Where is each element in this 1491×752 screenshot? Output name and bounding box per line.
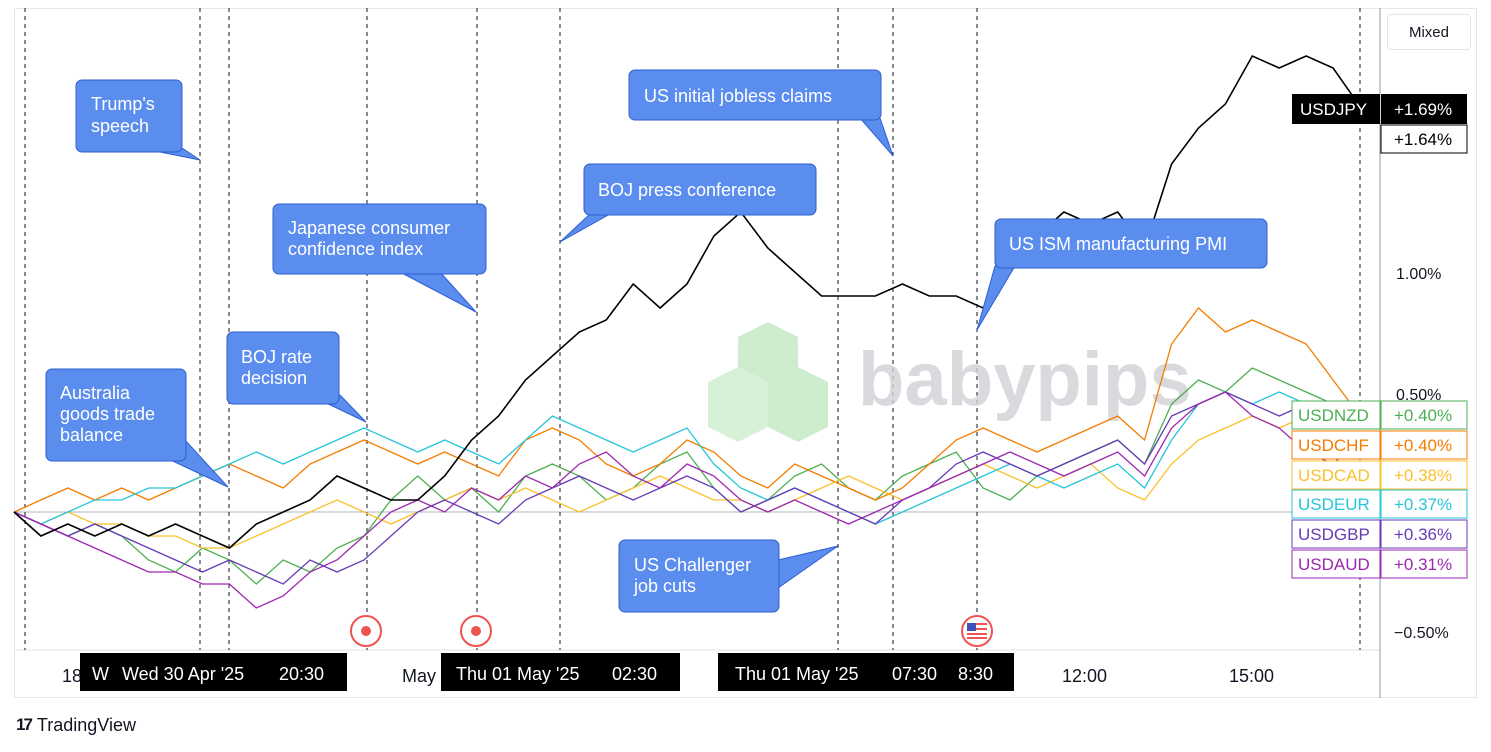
x-tick-1500: 15:00 xyxy=(1229,666,1274,686)
svg-text:W: W xyxy=(92,664,109,684)
svg-text:decision: decision xyxy=(241,368,307,388)
legend-boxes: USDNZD +0.40% USDCHF +0.40% USDCAD +0.38% USDE… xyxy=(1291,400,1468,579)
svg-text:07:30: 07:30 xyxy=(892,664,937,684)
y-tick-1: 1.00% xyxy=(1396,266,1441,283)
callout-boj-rate: BOJ rate decision xyxy=(226,331,367,423)
flag-marker-jp-1[interactable] xyxy=(350,615,382,647)
y-tick-3: −0.50% xyxy=(1394,625,1449,642)
svg-text:02:30: 02:30 xyxy=(612,664,657,684)
legend-usdaud: USDAUD +0.31% xyxy=(1291,549,1468,579)
svg-text:Japanese consumer: Japanese consumer xyxy=(288,218,450,238)
scale-mode-button[interactable]: Mixed xyxy=(1387,14,1471,50)
series-line-usdgbp[interactable] xyxy=(13,391,1361,585)
svg-text:US ISM manufacturing PMI: US ISM manufacturing PMI xyxy=(1009,234,1227,254)
callout-australia-trade: Australia goods trade balance xyxy=(45,368,229,488)
svg-text:8:30: 8:30 xyxy=(958,664,993,684)
series-line-usdeur[interactable] xyxy=(13,391,1361,525)
legend-usdgbp: USDGBP +0.36% xyxy=(1291,519,1468,549)
legend-value-usdcad: +0.38% xyxy=(1394,466,1452,485)
svg-text:confidence index: confidence index xyxy=(288,239,423,259)
svg-text:job cuts: job cuts xyxy=(633,576,696,596)
watermark-logo xyxy=(708,322,828,442)
svg-text:goods trade: goods trade xyxy=(60,404,155,424)
legend-usdcad: USDCAD +0.38% xyxy=(1291,460,1468,490)
legend-name-usdeur: USDEUR xyxy=(1298,495,1370,514)
svg-text:speech: speech xyxy=(91,116,149,136)
time-highlight-thu-1: Thu 01 May '25 02:30 xyxy=(441,653,680,691)
legend-usdchf: USDCHF +0.40% xyxy=(1291,430,1468,460)
x-tick-18: 18 xyxy=(62,666,82,686)
label-usdjpy: USDJPY +1.69% xyxy=(1292,94,1467,124)
legend-name-usdaud: USDAUD xyxy=(1298,555,1370,574)
callout-us-ism: US ISM manufacturing PMI xyxy=(976,218,1268,331)
svg-text:Thu 01 May '25: Thu 01 May '25 xyxy=(735,664,859,684)
flag-marker-jp-2[interactable] xyxy=(460,615,492,647)
svg-text:Wed 30 Apr '25: Wed 30 Apr '25 xyxy=(122,664,244,684)
callout-trump-speech: Trump's speech xyxy=(75,79,201,161)
series-line-usdchf[interactable] xyxy=(13,307,1361,513)
legend-usdeur: USDEUR +0.37% xyxy=(1291,489,1468,519)
legend-usdnzd: USDNZD +0.40% xyxy=(1291,400,1468,430)
time-highlight-wed: W Wed 30 Apr '25 20:30 xyxy=(80,653,347,691)
svg-text:+1.64%: +1.64% xyxy=(1394,130,1452,149)
legend-value-usdeur: +0.37% xyxy=(1394,495,1452,514)
svg-text:USDJPY: USDJPY xyxy=(1300,100,1367,119)
tradingview-brand[interactable]: 17 TradingView xyxy=(16,713,136,737)
legend-value-usdnzd: +0.40% xyxy=(1394,406,1452,425)
svg-text:balance: balance xyxy=(60,425,123,445)
flag-marker-us[interactable] xyxy=(961,615,993,647)
svg-text:Trump's: Trump's xyxy=(91,94,155,114)
svg-text:20:30: 20:30 xyxy=(279,664,324,684)
svg-text:BOJ press conference: BOJ press conference xyxy=(598,180,776,200)
label-usdjpy-secondary: +1.64% xyxy=(1380,124,1468,154)
legend-name-usdgbp: USDGBP xyxy=(1298,525,1370,544)
legend-name-usdnzd: USDNZD xyxy=(1298,406,1369,425)
brand-name: TradingView xyxy=(36,714,136,735)
series-group xyxy=(13,54,1361,609)
svg-text:US Challenger: US Challenger xyxy=(634,555,751,575)
callout-boj-press: BOJ press conference xyxy=(559,163,817,243)
svg-text:BOJ rate: BOJ rate xyxy=(241,347,312,367)
x-tick-1200: 12:00 xyxy=(1062,666,1107,686)
x-tick-may: May xyxy=(402,666,436,686)
legend-value-usdchf: +0.40% xyxy=(1394,436,1452,455)
callout-us-jobless: US initial jobless claims xyxy=(628,69,894,157)
callout-jp-consumer: Japanese consumer confidence index xyxy=(272,203,487,313)
legend-name-usdcad: USDCAD xyxy=(1298,466,1370,485)
svg-text:Australia: Australia xyxy=(60,383,131,403)
svg-text:+1.69%: +1.69% xyxy=(1394,100,1452,119)
svg-text:US initial jobless claims: US initial jobless claims xyxy=(644,86,832,106)
y-tick-2: 0.50% xyxy=(1396,387,1441,404)
watermark-text: babypips xyxy=(858,337,1192,422)
legend-value-usdaud: +0.31% xyxy=(1394,555,1452,574)
legend-value-usdgbp: +0.36% xyxy=(1394,525,1452,544)
callout-us-challenger: US Challenger job cuts xyxy=(618,539,839,613)
series-line-usdaud[interactable] xyxy=(13,391,1361,609)
time-highlight-thu-2: Thu 01 May '25 07:30 8:30 xyxy=(718,653,1014,691)
tradingview-logo-icon: 17 xyxy=(16,715,33,734)
svg-text:Thu 01 May '25: Thu 01 May '25 xyxy=(456,664,580,684)
legend-name-usdchf: USDCHF xyxy=(1298,436,1369,455)
series-line-usdcad[interactable] xyxy=(13,415,1361,549)
